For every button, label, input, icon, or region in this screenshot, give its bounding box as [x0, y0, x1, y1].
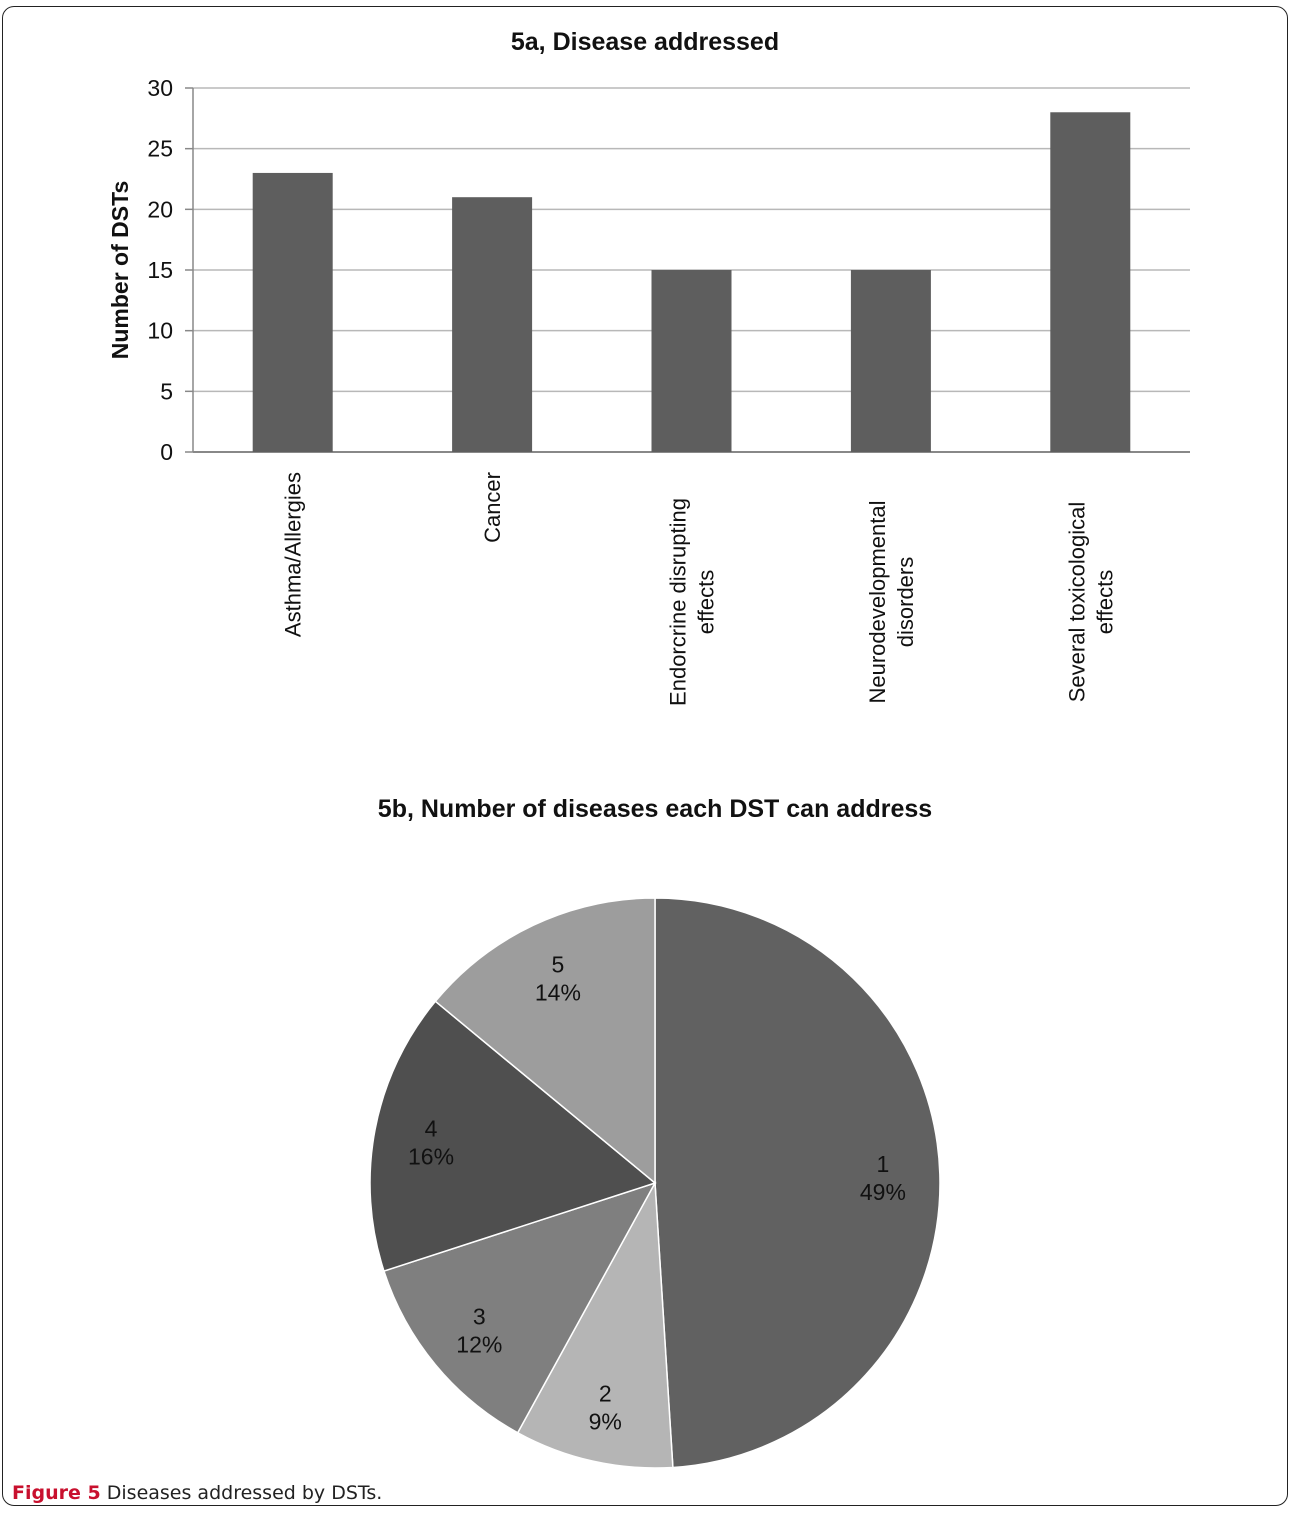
bar-y-axis-title: Number of DSTs — [107, 181, 133, 359]
pie-slice — [516, 1180, 674, 1469]
y-tick-label: 15 — [147, 257, 173, 283]
bar-y-tick-labels: 0 5 10 15 20 25 30 — [147, 75, 173, 465]
x-category-label: effects — [1092, 570, 1117, 634]
bar-chart: 5a, Disease addressed 0 5 10 15 20 25 30 Asthm… — [107, 28, 1190, 706]
y-tick-label: 25 — [147, 136, 173, 162]
bar-gridlines — [185, 87, 1190, 453]
pie-slice-category: 5 — [552, 952, 565, 978]
x-category-label: Several toxicological — [1064, 502, 1089, 703]
pie-slice — [369, 1000, 657, 1273]
x-category-label: Asthma/Allergies — [281, 472, 306, 637]
pie-slice-percent: 14% — [535, 980, 581, 1006]
pie-chart-title: 5b, Number of diseases each DST can addr… — [378, 795, 932, 823]
pie-slice — [383, 1181, 657, 1434]
bar — [452, 197, 533, 452]
bar — [1050, 112, 1131, 453]
x-category-label: Endorcrine disrupting — [666, 498, 691, 706]
pie-slice-category: 1 — [876, 1151, 889, 1177]
x-category-label: effects — [694, 570, 719, 634]
bar-category-labels: Asthma/Allergies Cancer Endorcrine disrupt… — [281, 472, 1118, 706]
pie-slice-percent: 16% — [408, 1143, 454, 1169]
pie-slice-percent: 49% — [860, 1179, 906, 1205]
figure-frame — [2, 6, 1288, 1506]
figure-caption-text: Diseases addressed by DSTs. — [106, 1482, 383, 1504]
pie-slice — [434, 897, 656, 1185]
pie-slice-category: 4 — [425, 1115, 438, 1141]
y-tick-label: 20 — [147, 196, 173, 222]
y-tick-label: 0 — [160, 439, 173, 465]
pie-slice-labels: 149% 29% 312% 416% 514% — [408, 952, 906, 1435]
figure-caption-label: Figure 5 — [12, 1482, 101, 1504]
bar-chart-title: 5a, Disease addressed — [511, 28, 779, 56]
bar — [651, 270, 732, 452]
y-tick-label: 30 — [147, 75, 173, 101]
x-category-label: Neurodevelopmental — [865, 500, 890, 703]
pie-slice-percent: 9% — [589, 1409, 622, 1435]
y-tick-label: 5 — [160, 378, 173, 404]
x-category-label: Cancer — [480, 472, 505, 543]
bar — [850, 270, 931, 452]
pie-slice — [654, 897, 941, 1469]
bar-series — [252, 112, 1131, 453]
pie-slice-percent: 12% — [456, 1331, 502, 1357]
pie-slices — [369, 897, 941, 1469]
x-category-label: disorders — [893, 557, 918, 647]
pie-slice-category: 3 — [473, 1303, 486, 1329]
figure-caption: Figure 5 Diseases addressed by DSTs. — [12, 1482, 382, 1504]
pie-chart: 5b, Number of diseases each DST can addr… — [369, 795, 941, 1469]
bar — [252, 172, 333, 452]
y-tick-label: 10 — [147, 318, 173, 344]
pie-slice-category: 2 — [599, 1381, 612, 1407]
